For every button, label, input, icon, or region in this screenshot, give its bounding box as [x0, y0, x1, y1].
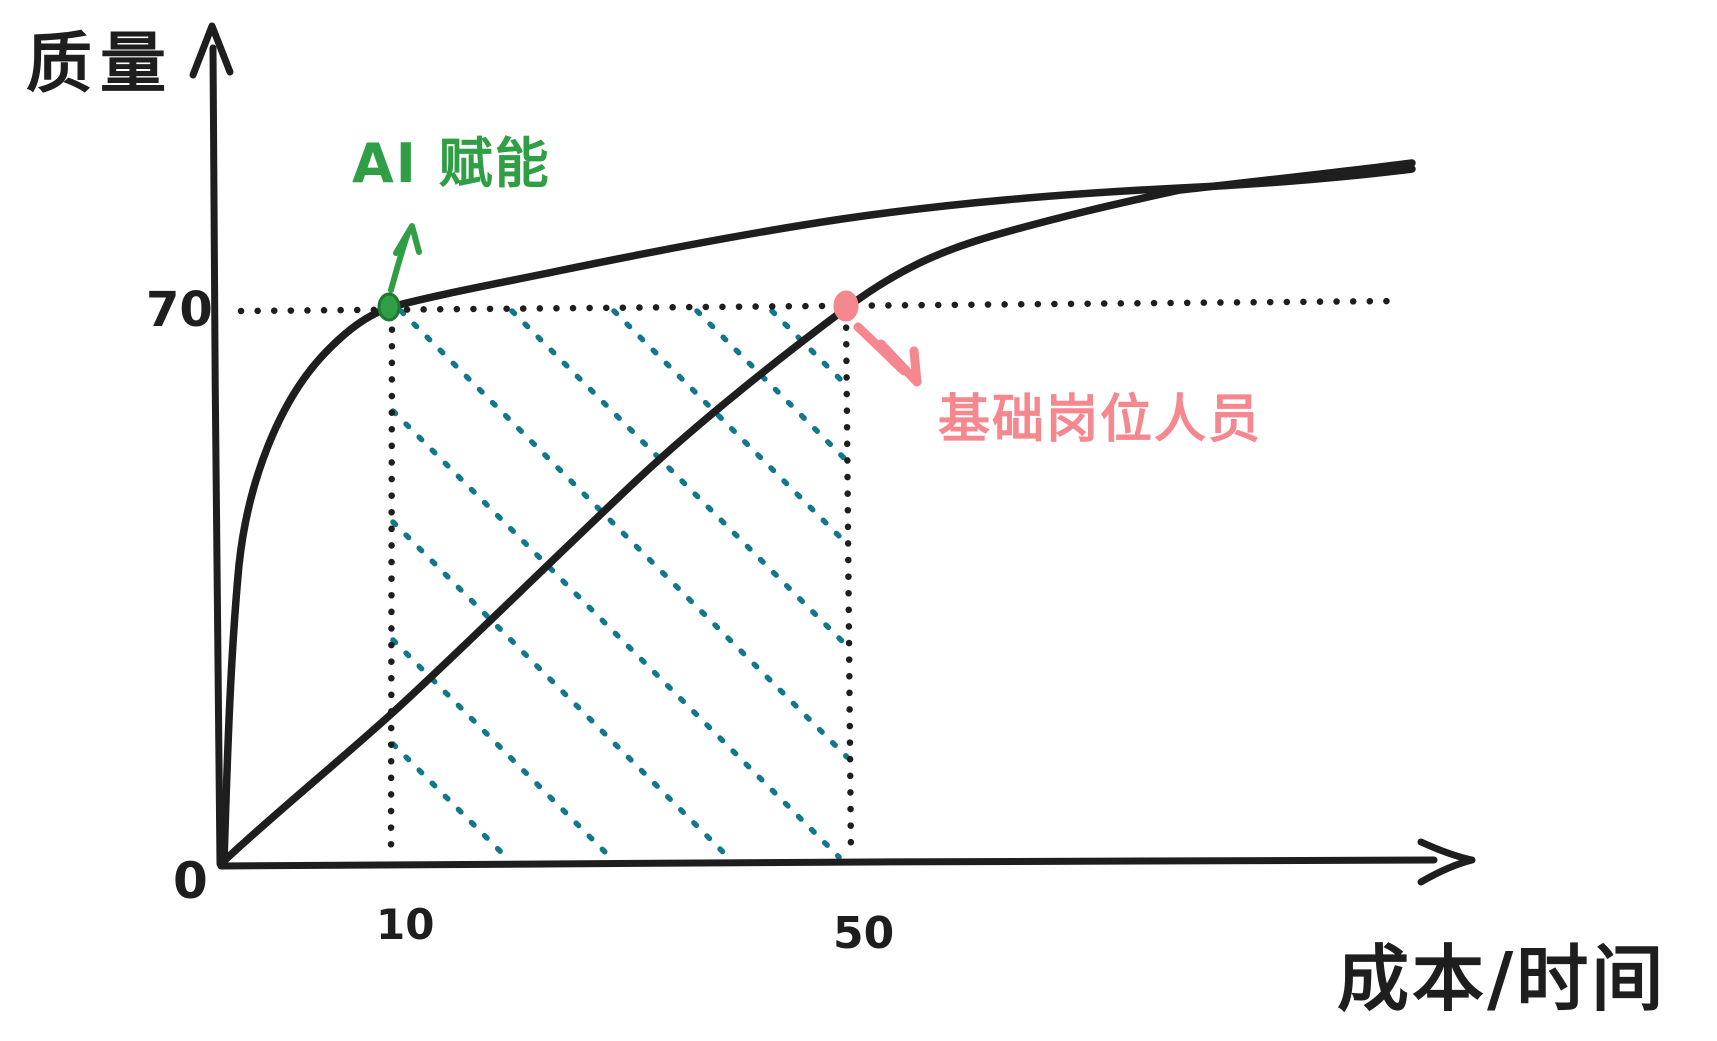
ref-line-x50: [842, 307, 855, 860]
x-tick-10: 10: [376, 900, 434, 949]
hatch-line-6: [611, 308, 850, 547]
hatch-line-7: [694, 308, 850, 464]
basic-annotation: 基础岗位人员: [938, 390, 1262, 450]
y-axis: [209, 44, 224, 868]
hatch-line-4: [398, 308, 850, 760]
basic-point: [833, 290, 859, 322]
ref-line-x10: [387, 309, 396, 860]
hatch-line-8: [769, 308, 850, 389]
basic-annotation-arrow-head-icon: [876, 339, 922, 387]
ai-annotation: AI 赋能: [352, 132, 551, 195]
hatch-line-0: [390, 741, 509, 860]
hatch-line-3: [390, 408, 842, 860]
hatch-line-5: [509, 308, 850, 649]
hatch-line-2: [390, 519, 731, 860]
x-tick-50: 50: [833, 908, 894, 959]
x-axis-arrowhead-icon: [1417, 838, 1476, 886]
y-tick-70: 70: [146, 282, 213, 338]
x-axis-title: 成本/时间: [1337, 937, 1666, 1021]
origin-tick-0: 0: [173, 852, 208, 910]
y-axis-title: 质量: [26, 25, 174, 102]
y-axis-arrowhead-icon: [189, 22, 234, 79]
ai-annotation-arrow-head-icon: [393, 223, 422, 256]
ai-curve: [220, 165, 1416, 865]
hatch-line-1: [390, 637, 613, 860]
x-axis: [217, 856, 1438, 870]
ai-point: [377, 292, 401, 322]
basic-curve: [220, 159, 1416, 865]
ref-line-y70: [237, 297, 1403, 315]
